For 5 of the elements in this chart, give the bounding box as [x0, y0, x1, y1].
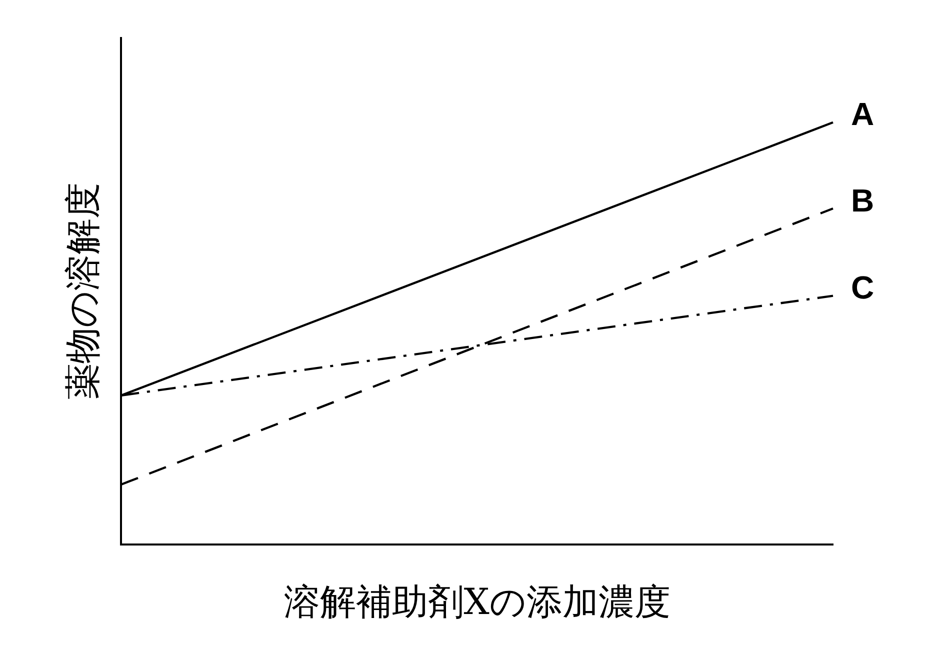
- series-label: A: [851, 96, 874, 132]
- x-axis-title: 溶解補助剤Xの添加濃度: [284, 582, 670, 623]
- series-label: B: [851, 182, 874, 218]
- y-axis-title: 薬物の溶解度: [62, 182, 104, 400]
- series-label: C: [851, 270, 874, 306]
